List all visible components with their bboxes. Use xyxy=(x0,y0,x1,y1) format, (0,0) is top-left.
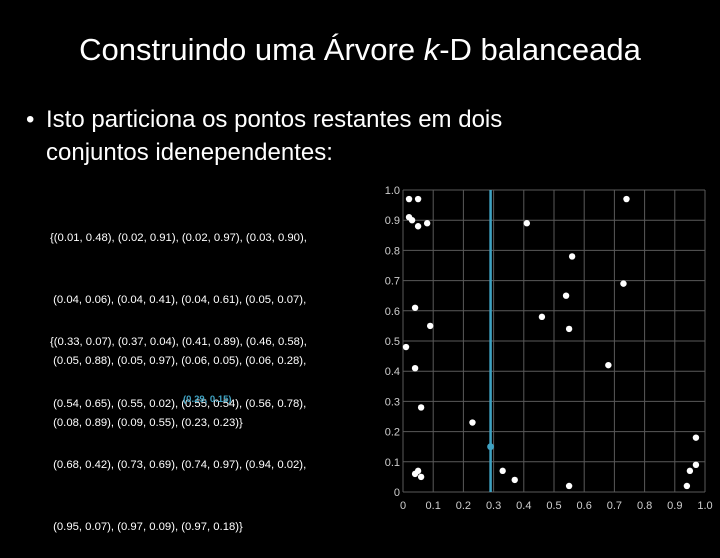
set-line: (0.04, 0.06), (0.04, 0.41), (0.04, 0.61)… xyxy=(50,293,307,306)
x-tick-label: 0.9 xyxy=(667,500,682,512)
data-point xyxy=(408,217,416,224)
y-tick-label: 0.5 xyxy=(385,336,400,348)
set-line: (0.08, 0.89), (0.09, 0.55), (0.23, 0.23)… xyxy=(50,416,243,429)
data-point xyxy=(414,195,422,203)
y-tick-label: 0.7 xyxy=(385,276,400,288)
data-point xyxy=(692,434,700,441)
set-line: {(0.33, 0.07), (0.37, 0.04), (0.41, 0.89… xyxy=(50,336,307,348)
bullet-line-2: conjuntos idenependentes: xyxy=(46,139,333,166)
y-tick-label: 0.3 xyxy=(385,396,400,408)
y-tick-label: 0.2 xyxy=(385,427,400,439)
set-line: (0.54, 0.65), (0.55, 0.02), (0.55, 0.54)… xyxy=(50,397,307,410)
data-point xyxy=(565,482,573,490)
x-tick-label: 0.3 xyxy=(486,500,501,512)
bullet-dot: • xyxy=(26,106,35,133)
set-line: (0.95, 0.07), (0.97, 0.09), (0.97, 0.18)… xyxy=(50,520,243,533)
scatter-chart: 0 0.1 0.2 0.3 0.4 0.5 0.6 0.7 0.8 0.9 1.0 0 0.1 0.2 0.… xyxy=(385,185,713,512)
data-point xyxy=(605,361,612,369)
left-point-set: {(0.01, 0.48), (0.02, 0.91), (0.02, 0.97… xyxy=(50,187,380,454)
data-point xyxy=(423,220,431,227)
bullet-line-1: Isto particiona os pontos restantes em d… xyxy=(46,106,503,133)
x-tick-label: 0.6 xyxy=(577,500,592,512)
data-point xyxy=(565,325,573,333)
data-point xyxy=(538,313,546,321)
set-line: (0.68, 0.42), (0.73, 0.69), (0.74, 0.97)… xyxy=(50,459,307,471)
y-tick-label: 0.9 xyxy=(385,215,400,227)
x-tick-label: 1.0 xyxy=(697,500,712,512)
data-point xyxy=(405,195,413,203)
y-tick-label: 1.0 xyxy=(385,185,400,197)
y-tick-label: 0.8 xyxy=(385,245,400,257)
data-point xyxy=(686,467,694,475)
data-point xyxy=(469,419,476,426)
data-point xyxy=(414,467,422,475)
set-line: (0.05, 0.88), (0.05, 0.97), (0.06, 0.05)… xyxy=(50,355,307,367)
data-point xyxy=(414,223,422,230)
title-pre: Construindo uma Árvore xyxy=(79,32,424,67)
set-line: {(0.01, 0.48), (0.02, 0.91), (0.02, 0.97… xyxy=(50,232,307,244)
slide-title: Construindo uma Árvore k-D balanceada xyxy=(0,32,720,68)
y-tick-label: 0.1 xyxy=(385,457,400,469)
data-point xyxy=(623,195,630,203)
right-point-set: {(0.33, 0.07), (0.37, 0.04), (0.41, 0.89… xyxy=(50,291,380,558)
y-tick-label: 0.4 xyxy=(385,366,400,378)
data-point xyxy=(411,304,419,311)
data-point xyxy=(683,482,691,490)
x-tick-label: 0.4 xyxy=(516,500,531,512)
y-tick-label: 0.6 xyxy=(385,306,400,318)
title-post: -D balanceada xyxy=(439,32,641,67)
data-point xyxy=(499,467,506,475)
data-point xyxy=(411,364,419,372)
data-point xyxy=(511,476,518,484)
data-point xyxy=(417,404,425,411)
x-tick-label: 0.1 xyxy=(426,500,441,512)
x-tick-label: 0.8 xyxy=(637,500,652,512)
x-tick-label: 0.5 xyxy=(546,500,561,512)
title-k: k xyxy=(423,32,440,67)
data-point xyxy=(523,220,531,227)
bullet-text: Isto particiona os pontos restantes em d… xyxy=(46,103,606,169)
x-tick-label: 0.2 xyxy=(456,500,471,512)
median-point-label: (0.29, 0.15) xyxy=(183,394,232,405)
data-point xyxy=(426,322,434,330)
y-tick-label: 0 xyxy=(394,487,400,499)
data-point xyxy=(402,343,410,351)
data-point xyxy=(417,473,425,481)
x-tick-label: 0.7 xyxy=(607,500,622,512)
data-point xyxy=(562,292,570,299)
x-tick-label: 0 xyxy=(400,500,406,512)
median-point xyxy=(487,443,494,451)
data-point xyxy=(620,280,627,287)
data-point xyxy=(568,253,576,260)
data-point xyxy=(692,461,700,469)
